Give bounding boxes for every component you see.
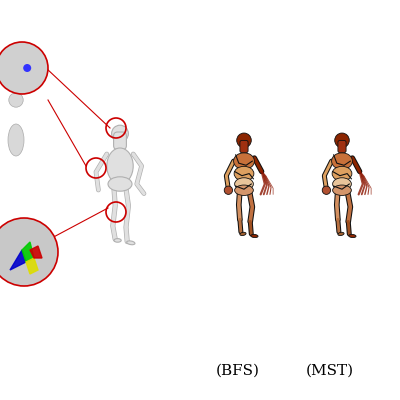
Circle shape (112, 125, 128, 142)
Circle shape (335, 133, 349, 148)
Ellipse shape (349, 234, 356, 238)
FancyBboxPatch shape (240, 140, 248, 153)
Ellipse shape (234, 166, 254, 181)
Circle shape (322, 186, 330, 194)
Circle shape (224, 186, 232, 194)
Circle shape (23, 64, 31, 72)
Circle shape (0, 218, 58, 286)
Ellipse shape (338, 232, 344, 236)
Ellipse shape (332, 166, 352, 181)
Text: (BFS): (BFS) (216, 364, 260, 378)
Ellipse shape (235, 178, 253, 190)
Ellipse shape (333, 178, 351, 190)
Ellipse shape (8, 124, 24, 156)
Ellipse shape (127, 241, 135, 245)
Ellipse shape (251, 234, 258, 238)
Ellipse shape (333, 185, 351, 196)
Ellipse shape (107, 148, 133, 184)
Polygon shape (30, 246, 42, 258)
Polygon shape (10, 250, 26, 270)
Text: (MST): (MST) (306, 364, 354, 378)
Polygon shape (22, 242, 34, 262)
Ellipse shape (240, 232, 246, 236)
Circle shape (9, 93, 23, 107)
Ellipse shape (114, 238, 121, 242)
FancyBboxPatch shape (114, 132, 126, 150)
Ellipse shape (108, 177, 132, 191)
Ellipse shape (235, 185, 253, 196)
Circle shape (237, 133, 251, 148)
Ellipse shape (332, 153, 352, 170)
FancyBboxPatch shape (338, 140, 346, 153)
Circle shape (0, 42, 48, 94)
Polygon shape (26, 258, 38, 274)
Ellipse shape (234, 153, 254, 170)
